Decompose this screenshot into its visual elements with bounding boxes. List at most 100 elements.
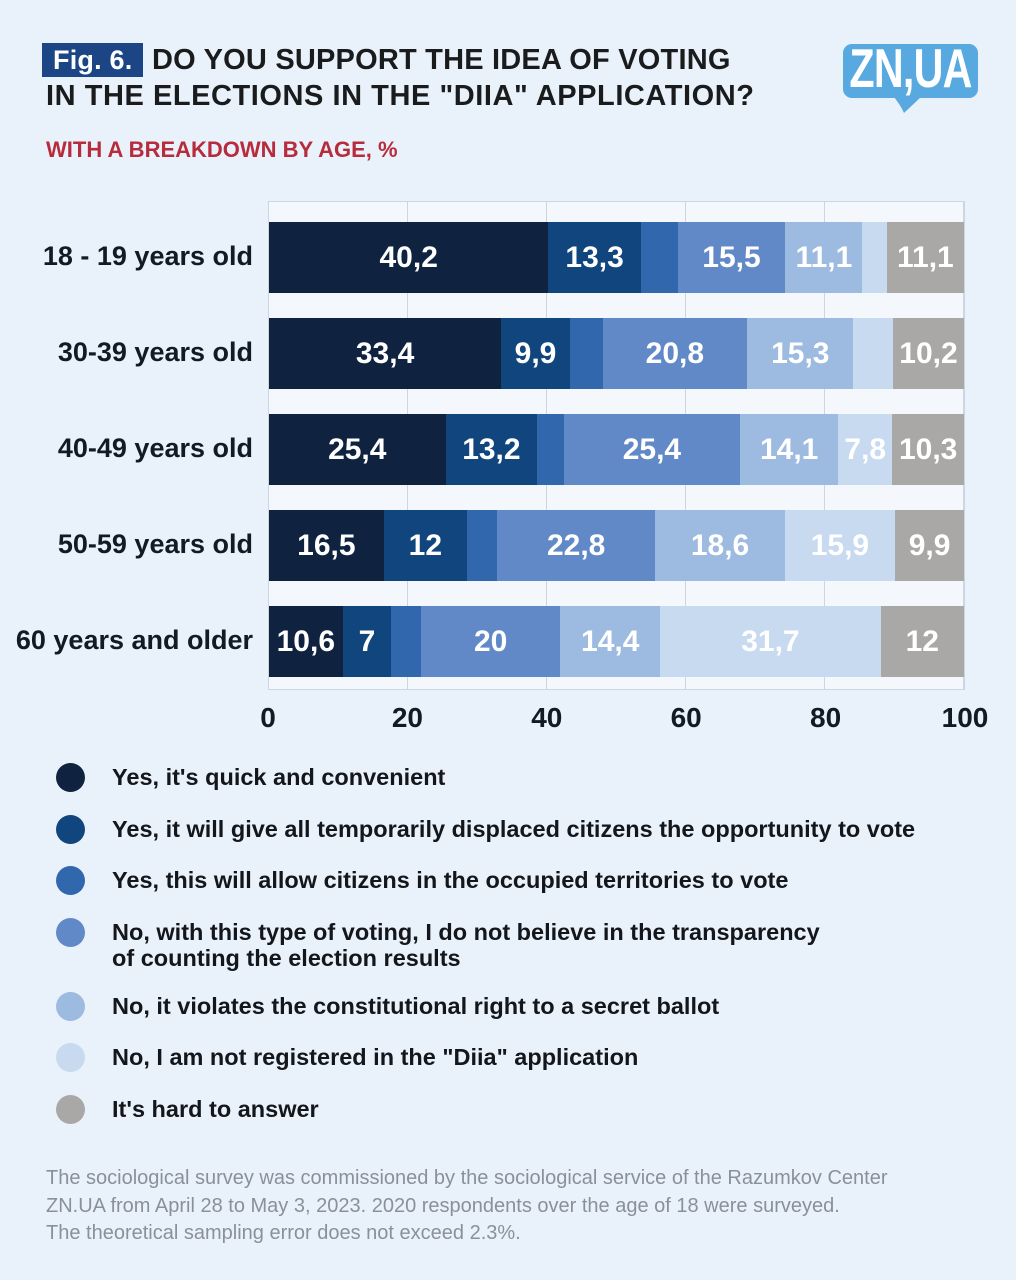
bar-segment: 10,6 bbox=[269, 606, 343, 677]
bar-value-label: 13,2 bbox=[462, 432, 521, 466]
category-label: 50-59 years old bbox=[57, 529, 253, 559]
bar-segment: 12 bbox=[383, 510, 468, 581]
bar-value-label: 22,8 bbox=[546, 528, 606, 562]
legend-item: Yes, it will give all temporarily displa… bbox=[56, 815, 916, 844]
bar-row: 40,2 13,3 15,5 11,1 11,1 bbox=[269, 222, 964, 293]
legend-swatch bbox=[56, 815, 85, 844]
bar-segment: 33,4 bbox=[269, 318, 502, 389]
bar-value-label: 13,3 bbox=[565, 240, 624, 274]
category-label: 40-49 years old bbox=[57, 433, 253, 463]
bar-segment: 13,3 bbox=[548, 222, 641, 293]
legend-label: No, it violates the constitutional right… bbox=[112, 993, 720, 1019]
bar-value-label: 31,7 bbox=[741, 624, 800, 658]
legend-label: No, with this type of voting, I do not b… bbox=[112, 919, 820, 971]
bar-segment: 22,8 bbox=[496, 510, 656, 581]
category-label: 18 - 19 years old bbox=[42, 241, 253, 271]
page-title-line2: IN THE ELECTIONS IN THE "DIIA" APPLICATI… bbox=[46, 79, 755, 112]
bar-segment: 11,1 bbox=[886, 222, 964, 293]
figure-number-badge: Fig. 6. bbox=[42, 43, 144, 77]
x-axis-tick: 60 bbox=[670, 702, 702, 733]
bar-segment: 20,8 bbox=[602, 318, 748, 389]
x-axis-tick: 80 bbox=[810, 702, 842, 733]
legend-item: It's hard to answer bbox=[56, 1095, 319, 1124]
legend-label: Yes, this will allow citizens in the occ… bbox=[112, 867, 789, 893]
bar-segment: 7,8 bbox=[838, 414, 893, 485]
bar-segment bbox=[569, 318, 603, 389]
bar-segment bbox=[640, 222, 678, 293]
bar-segment bbox=[467, 510, 497, 581]
bar-segment bbox=[853, 318, 894, 389]
bar-value-label: 15,5 bbox=[702, 240, 761, 274]
bar-value-label: 25,4 bbox=[622, 432, 682, 466]
bar-value-label: 15,9 bbox=[810, 528, 870, 562]
bar-value-label: 25,4 bbox=[328, 432, 387, 466]
legend-swatch bbox=[56, 992, 85, 1021]
bar-segment: 25,4 bbox=[269, 414, 446, 485]
bar-segment: 15,9 bbox=[784, 510, 896, 581]
x-axis-tick: 20 bbox=[391, 702, 423, 733]
bar-row: 10,6 7 20 14,4 31,7 12 bbox=[269, 606, 964, 677]
legend-label: Yes, it's quick and convenient bbox=[112, 764, 446, 790]
bar-value-label: 9,9 bbox=[514, 336, 557, 370]
legend-swatch bbox=[56, 1095, 85, 1124]
bar-row: 16,5 12 22,8 18,6 15,9 9,9 bbox=[269, 510, 964, 581]
bar-segment: 9,9 bbox=[501, 318, 570, 389]
bar-value-label: 10,3 bbox=[898, 432, 958, 466]
bar-segment: 18,6 bbox=[655, 510, 785, 581]
legend-swatch bbox=[56, 1043, 85, 1072]
bar-segment bbox=[537, 414, 564, 485]
page-title-line1: DO YOU SUPPORT THE IDEA OF VOTING bbox=[152, 43, 731, 76]
bar-value-label: 12 bbox=[905, 624, 939, 658]
bar-value-label: 11,1 bbox=[897, 240, 954, 274]
legend-item: Yes, this will allow citizens in the occ… bbox=[56, 866, 789, 895]
category-label: 30-39 years old bbox=[57, 337, 253, 367]
chart-subtitle: WITH A BREAKDOWN BY AGE, % bbox=[46, 137, 398, 162]
category-label: 60 years and older bbox=[15, 625, 253, 655]
bar-segment: 31,7 bbox=[660, 606, 881, 677]
bar-segment: 14,1 bbox=[740, 414, 839, 485]
legend-label: No, I am not registered in the "Diia" ap… bbox=[112, 1044, 639, 1070]
znua-logo: ZN,UA bbox=[843, 41, 978, 98]
x-axis-tick: 100 bbox=[941, 702, 989, 733]
bar-segment: 7 bbox=[342, 606, 392, 677]
bar-value-label: 11,1 bbox=[795, 240, 853, 274]
bar-row: 25,4 13,2 25,4 14,1 7,8 10,3 bbox=[269, 414, 964, 485]
bar-segment: 13,2 bbox=[445, 414, 538, 485]
bar-value-label: 40,2 bbox=[379, 240, 438, 274]
bar-value-label: 14,4 bbox=[581, 624, 640, 658]
legend-item: No, it violates the constitutional right… bbox=[56, 992, 720, 1021]
legend-label: It's hard to answer bbox=[112, 1096, 319, 1122]
bar-value-label: 14,1 bbox=[759, 432, 819, 466]
bar-value-label: 20 bbox=[473, 624, 508, 658]
bar-segment: 12 bbox=[880, 606, 964, 677]
legend-swatch bbox=[56, 763, 85, 792]
bar-segment: 10,3 bbox=[892, 414, 964, 485]
bar-segment: 14,4 bbox=[560, 606, 661, 677]
legend-swatch bbox=[56, 918, 85, 947]
bar-segment: 16,5 bbox=[269, 510, 384, 581]
bar-value-label: 20,8 bbox=[645, 336, 705, 370]
x-axis-tick: 0 bbox=[260, 702, 276, 733]
chart-plot-area: 40,2 13,3 15,5 11,1 11,1 33,4 9,9 20,8 15,3 10,2 2… bbox=[268, 201, 965, 690]
bar-segment: 11,1 bbox=[785, 222, 863, 293]
znua-logo-tail bbox=[893, 96, 922, 113]
source-note: The sociological survey was commissioned… bbox=[46, 1167, 888, 1244]
legend-item: No, I am not registered in the "Diia" ap… bbox=[56, 1043, 639, 1072]
bar-segment: 9,9 bbox=[895, 510, 964, 581]
bar-segment: 15,3 bbox=[747, 318, 854, 389]
bar-value-label: 33,4 bbox=[355, 336, 415, 370]
bar-segment bbox=[862, 222, 887, 293]
bar-value-label: 9,9 bbox=[908, 528, 951, 562]
bar-value-label: 15,3 bbox=[771, 336, 830, 370]
bar-value-label: 10,6 bbox=[276, 624, 336, 658]
legend-item: Yes, it's quick and convenient bbox=[56, 763, 446, 792]
bar-value-label: 7,8 bbox=[844, 432, 887, 466]
legend-swatch bbox=[56, 866, 85, 895]
legend-label: Yes, it will give all temporarily displa… bbox=[112, 816, 916, 842]
x-axis-tick: 40 bbox=[531, 702, 563, 733]
bar-segment bbox=[391, 606, 422, 677]
bar-segment: 25,4 bbox=[563, 414, 741, 485]
bar-segment: 40,2 bbox=[269, 222, 549, 293]
bar-value-label: 10,2 bbox=[899, 336, 958, 370]
